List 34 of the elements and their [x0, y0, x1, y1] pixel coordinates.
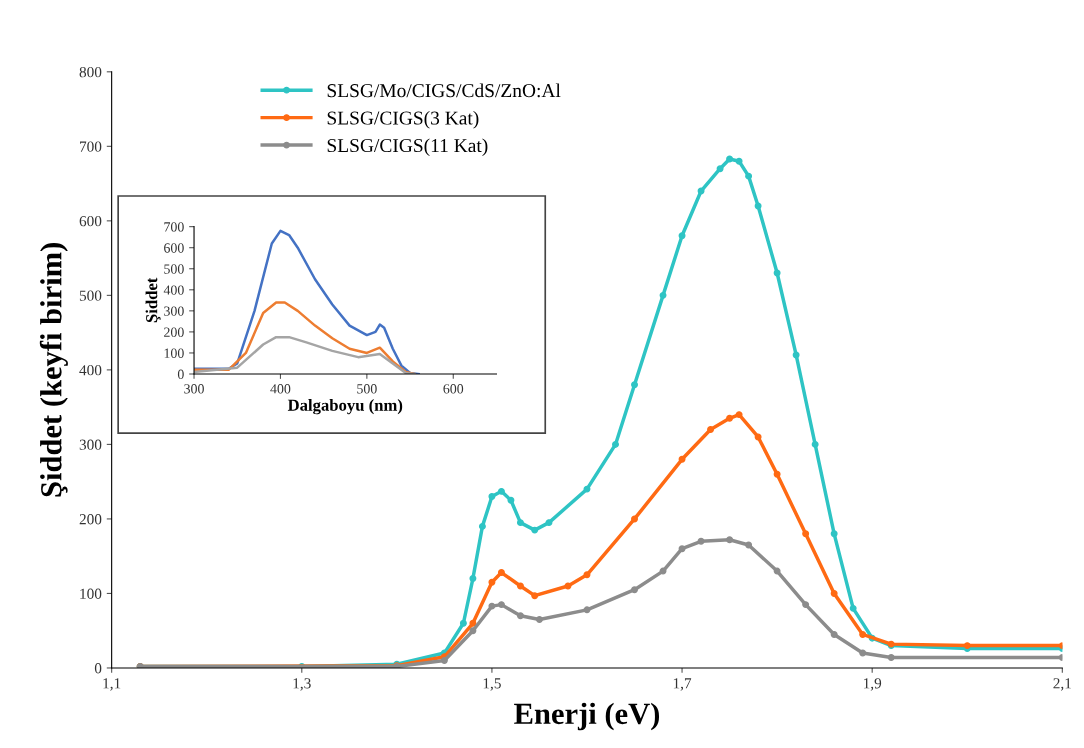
x-tick-label: 1,7 [673, 678, 692, 691]
y-axis-title: Şiddet (keyfi birim) [39, 243, 68, 497]
x-tick-label: 300 [184, 384, 204, 394]
y-tick-label: 100 [164, 348, 184, 358]
y-tick-label: 700 [164, 222, 184, 232]
y-tick-label: 200 [164, 327, 184, 337]
y-tick-label: 700 [80, 141, 102, 152]
x-tick-label: 500 [357, 384, 377, 394]
y-tick-label: 500 [79, 290, 102, 301]
legend-label: SLSG/CIGS(3 Kat) [327, 110, 479, 129]
y-tick-label: 400 [163, 285, 184, 295]
y-tick-label: 200 [79, 514, 102, 525]
x-tick-label: 400 [270, 384, 291, 394]
y-tick-label: 0 [177, 369, 184, 379]
x-tick-label: 2,1 [1053, 678, 1071, 691]
y-tick-label: 600 [164, 243, 184, 253]
y-tick-label: 400 [79, 365, 102, 376]
y-tick-label: 0 [94, 663, 102, 674]
legend-label: SLSG/Mo/CIGS/CdS/ZnO:Al [327, 83, 561, 98]
x-tick-label: 1,3 [293, 678, 311, 691]
x-axis-title: Dalgaboyu (nm) [287, 399, 403, 415]
y-axis-title: Şiddet [145, 277, 161, 323]
x-axis-title: Enerji (eV) [514, 702, 660, 731]
y-tick-label: 800 [79, 66, 102, 78]
y-tick-label: 600 [79, 215, 102, 227]
y-tick-label: 300 [79, 439, 102, 450]
y-tick-label: 300 [164, 306, 184, 316]
x-tick-label: 1,9 [863, 678, 882, 691]
y-tick-label: 500 [164, 264, 184, 274]
legend-label: SLSG/CIGS(11 Kat) [327, 138, 488, 157]
x-tick-label: 600 [443, 384, 464, 394]
y-tick-label: 100 [80, 588, 102, 599]
x-tick-label: 1,1 [103, 678, 121, 691]
x-tick-label: 1,5 [483, 678, 501, 691]
